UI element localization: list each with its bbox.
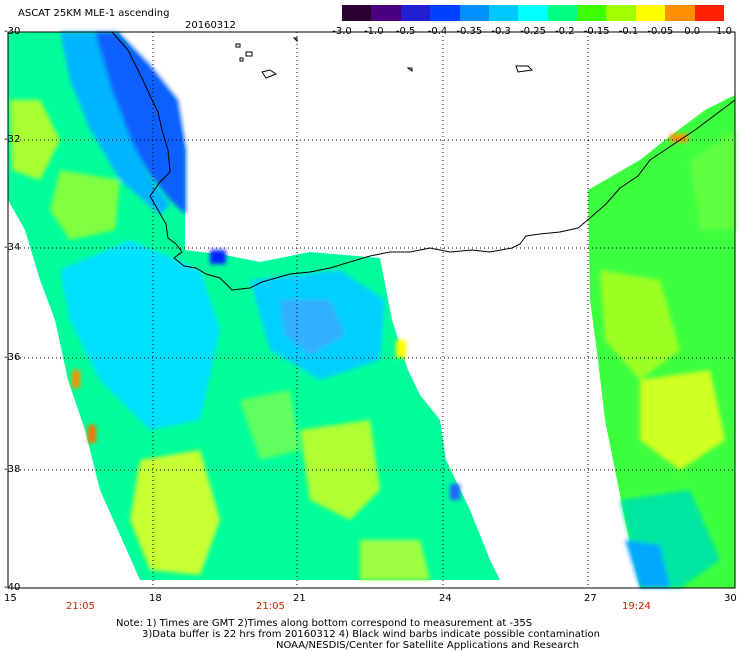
colorbar-tick-label: -0.2 xyxy=(555,26,575,37)
colorbar-segment xyxy=(694,5,725,21)
coastline xyxy=(111,31,736,291)
colorbar-segment xyxy=(577,5,607,21)
y-tick-label: -40 xyxy=(4,582,21,593)
colorbar-tick-label: -0.5 xyxy=(395,26,416,37)
colorbar-tick-label: -3.0 xyxy=(332,26,352,37)
colorbar-tick-label: -0.25 xyxy=(520,26,546,37)
field-shading xyxy=(10,32,735,588)
colorbar-segment xyxy=(371,5,402,21)
x-tick-label: 21 xyxy=(293,593,306,604)
colorbar-tick-label: 0.0 xyxy=(684,26,701,37)
colorbar-segment xyxy=(400,5,431,21)
colorbar-segment xyxy=(606,5,637,21)
colorbar-tick-label: -0.05 xyxy=(647,26,674,37)
plot-frame xyxy=(7,31,736,589)
note-line-1: Note: 1) Times are GMT 2)Times along bot… xyxy=(116,618,533,629)
x-tick-label: 27 xyxy=(584,593,597,604)
colorbar-segment xyxy=(430,5,461,21)
colorbar-segment xyxy=(342,5,372,21)
y-tick-label: -30 xyxy=(4,26,21,37)
time-label: 21:05 xyxy=(66,601,95,612)
colorbar-segment xyxy=(635,5,666,21)
colorbar-segment xyxy=(518,5,549,21)
y-tick-label: -38 xyxy=(4,464,21,475)
time-label: 21:05 xyxy=(256,601,285,612)
colorbar-segment xyxy=(547,5,578,21)
map-date: 20160312 xyxy=(185,20,236,31)
colorbar-tick-label: -0.3 xyxy=(491,26,511,37)
colorbar-segment xyxy=(665,5,696,21)
x-tick-label: 24 xyxy=(439,593,452,604)
colorbar-tick-label: -0.35 xyxy=(456,26,483,37)
colorbar xyxy=(342,5,725,21)
y-tick-label: -32 xyxy=(4,134,21,145)
islands xyxy=(235,37,534,79)
colorbar-tick-label: -1.0 xyxy=(364,26,384,37)
x-tick-label: 15 xyxy=(4,593,17,604)
note-line-3: NOAA/NESDIS/Center for Satellite Applica… xyxy=(276,640,580,651)
colorbar-tick-label: 1.0 xyxy=(716,26,732,37)
grid-lines xyxy=(8,32,735,588)
map-title: ASCAT 25KM MLE-1 ascending xyxy=(18,8,170,19)
y-tick-label: -36 xyxy=(4,352,21,363)
note-line-2: 3)Data buffer is 22 hrs from 20160312 4)… xyxy=(142,629,600,640)
colorbar-segment xyxy=(459,5,490,21)
colorbar-segment xyxy=(488,5,519,21)
x-tick-label: 18 xyxy=(149,593,162,604)
time-label: 19:24 xyxy=(622,601,651,612)
x-tick-label: 30 xyxy=(724,593,737,604)
y-tick-label: -34 xyxy=(4,242,21,253)
colorbar-tick-label: -0.1 xyxy=(618,26,639,37)
colorbar-tick-label: -0.15 xyxy=(583,26,610,37)
colorbar-tick-label: -0.4 xyxy=(427,26,448,37)
